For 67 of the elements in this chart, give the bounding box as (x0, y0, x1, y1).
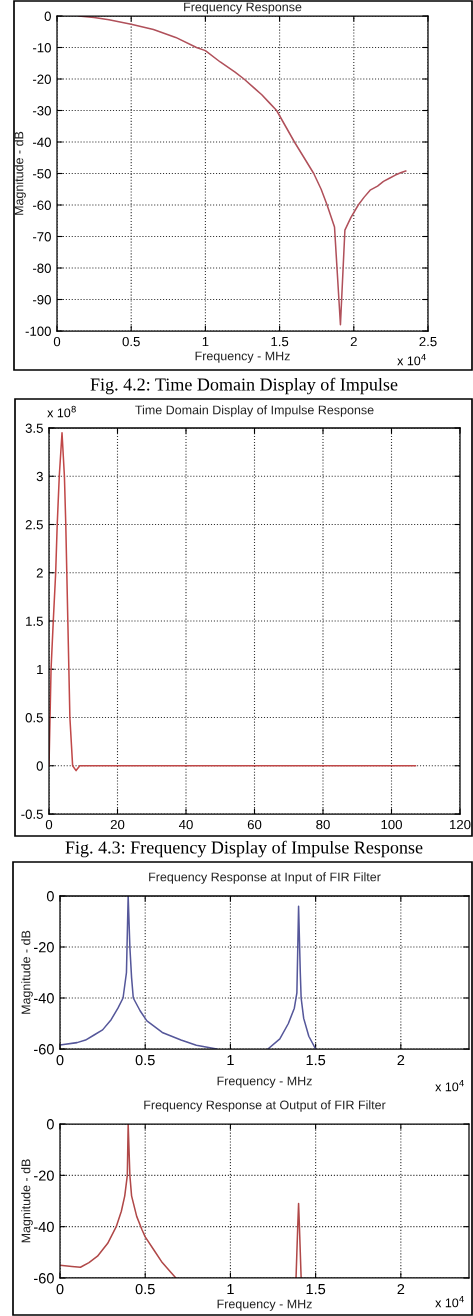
line-series (49, 432, 417, 772)
y-tick-label: -60 (34, 1273, 54, 1284)
x-tick-label: 80 (316, 819, 330, 830)
y-tick-label: 0 (44, 11, 51, 21)
x-tick-label: 40 (178, 819, 193, 830)
y-tick-label: 3.5 (25, 423, 43, 433)
x-axis-title: Frequency - MHz (217, 1299, 312, 1311)
y-tick-label: 2.5 (25, 520, 43, 530)
y-tick-label: -60 (34, 1044, 54, 1055)
y-tick-label: 0 (36, 761, 43, 771)
y-tick-label: -70 (32, 232, 51, 242)
x-tick-label: 1.5 (271, 337, 289, 347)
caption: Fig. 4.3: Frequency Display of Impulse Response (65, 840, 423, 858)
x-tick-label: 2 (397, 1054, 405, 1066)
y-tick-label: -40 (32, 137, 51, 147)
y-tick-label: -0.5 (21, 809, 43, 819)
x-tick-label: 2 (397, 1283, 405, 1295)
caption: Fig. 4.2: Time Domain Display of Impulse (90, 377, 398, 395)
y-axis-title: Magnitude - dB (14, 131, 26, 215)
y-tick-label: -80 (32, 263, 51, 273)
x-tick-label: 0.5 (135, 1054, 155, 1066)
x-tick-label: 1 (227, 1284, 234, 1295)
y-tick-label: -20 (32, 74, 51, 84)
x-tick-label: 0 (56, 1283, 64, 1295)
y-tick-label: -10 (32, 43, 51, 53)
y-tick-label: -50 (32, 169, 51, 179)
x-tick-label: 2.5 (419, 336, 437, 347)
x-tick-label: 0.5 (122, 336, 140, 347)
x-tick-label: 1.5 (306, 1055, 326, 1066)
x-tick-label: 0.5 (135, 1283, 155, 1295)
y-tick-label: -20 (34, 942, 54, 953)
x-tick-label: 1.5 (306, 1284, 326, 1295)
text: x 10$^{4}$ (435, 1295, 464, 1308)
chart-title: Time Domain Display of Impulse Response (135, 405, 374, 417)
y-tick-label: -20 (34, 1170, 54, 1181)
y-axis-title: Magnitude - dB (21, 930, 33, 1014)
chart-title: Frequency Response (184, 2, 302, 14)
x-axis-title: Frequency - MHz (217, 1076, 312, 1088)
text: x 10$^{8}$ (47, 405, 76, 418)
x-tick-label: 1 (202, 337, 209, 347)
y-axis-title: Magnitude - dB (21, 1159, 33, 1243)
y-tick-label: 3 (36, 471, 43, 482)
y-tick-label: -90 (32, 295, 51, 305)
text: x 10$^{4}$ (435, 1079, 464, 1092)
x-tick-label: 0 (56, 1054, 64, 1066)
x-tick-label: 2 (350, 336, 357, 347)
x-tick-label: 60 (247, 819, 262, 830)
chart-title: Frequency Response at Output of FIR Filter (144, 1100, 386, 1112)
text: x 10$^{4}$ (397, 353, 426, 366)
y-tick-label: -40 (34, 993, 54, 1004)
y-tick-label: -40 (34, 1221, 54, 1233)
y-tick-label: -60 (32, 200, 51, 210)
y-tick-label: 0 (46, 1119, 54, 1130)
x-axis-title: Frequency - MHz (195, 351, 290, 363)
chart-title: Frequency Response at Input of FIR Filter (149, 872, 381, 884)
y-tick-label: 1 (37, 664, 43, 675)
x-tick-label: 120 (450, 819, 471, 830)
x-tick-label: 1 (227, 1055, 234, 1066)
y-tick-label: 2 (36, 568, 43, 578)
x-tick-label: 20 (110, 819, 125, 830)
y-tick-label: -100 (25, 326, 51, 336)
y-tick-label: 0.5 (25, 713, 43, 723)
x-tick-label: 100 (381, 819, 402, 830)
y-tick-label: -30 (32, 106, 51, 116)
y-tick-label: 0 (46, 891, 54, 902)
y-tick-label: 1.5 (26, 616, 43, 626)
x-tick-label: 0 (53, 336, 61, 347)
